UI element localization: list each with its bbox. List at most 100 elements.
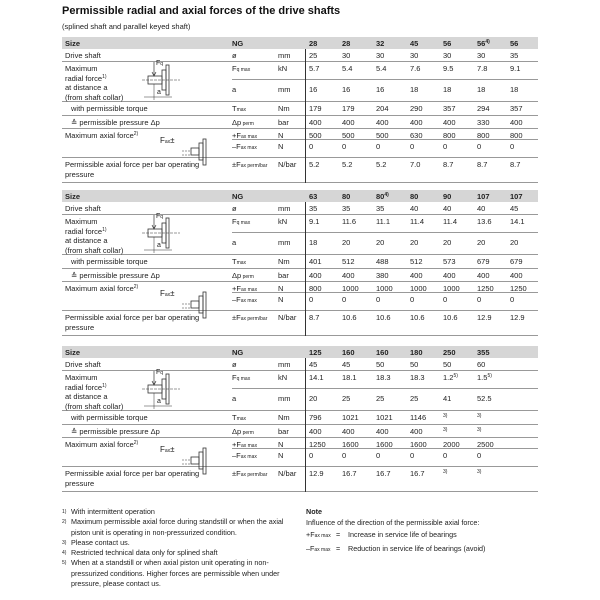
pressure-cell: 400 [510,118,523,127]
axial-force-pos-value: 800 [443,131,456,140]
axial-force-pos-cell: 1600 [376,440,393,449]
axial-force-neg-value: 0 [342,295,347,304]
torque-cell: 679 [510,257,523,266]
pressure-cell: 400 [443,271,456,280]
torque-cell: 204 [376,104,389,113]
symbol: +F [232,284,241,293]
axial-force-neg-value: 0 [477,295,482,304]
torque-row: with permissible torque Tmax Nm 401 512 488 51… [62,255,538,269]
distance-cell: 16 [376,85,384,94]
torque-cell: 357 [510,104,523,113]
distance-value: 16 [376,85,385,94]
symbol-subscript: ax perm/bar [240,316,268,322]
axial-force-pos-row: Maximum axial force2) +Fax max N 800 1000 100… [62,282,538,293]
footnote-ref: 2) [133,284,139,290]
unit: bar [278,271,289,280]
pressure-value: 400 [410,271,423,280]
unit: Nm [278,413,290,422]
torque-value: 290 [410,104,423,113]
torque-value: 357 [443,104,456,113]
footnote-number: 3) [62,539,67,546]
torque-value: 357 [510,104,523,113]
row-label: (from shaft collar) [65,92,124,102]
distance-value: 20 [443,238,452,247]
axial-force-per-bar-value: 10.6 [443,313,458,322]
drive-shaft-value: 30 [410,51,419,60]
header-row: Size NG 125 160 160 180 250 355 [62,346,538,358]
axial-force-per-bar-row: Permissible axial force per bar operatin… [62,158,538,183]
torque-cell: 679 [477,257,490,266]
torque-value: 512 [342,257,355,266]
symbol: T [232,257,237,266]
axial-force-pos-cell: 1250 [510,284,527,293]
pressure-value: 330 [477,118,490,127]
size-value: 80 [376,192,385,201]
axial-force-neg-cell: 0 [477,142,481,151]
pressure-value: 400 [410,427,423,436]
distance-value: 18 [410,85,419,94]
distance-value: 18 [443,85,452,94]
axial-force-pos-cell: 1600 [342,440,359,449]
forces-table-2: Size NG 63 80 804) 80 90 107 107 Drive shaft ø mm 35… [62,190,538,336]
axial-force-pos-cell: 500 [342,131,355,140]
axial-force-per-bar-cell: 16.7 [410,469,425,478]
page-subtitle: (splined shaft and parallel keyed shaft) [62,22,191,31]
torque-value: 204 [376,104,389,113]
radial-force-diagram-icon [142,215,180,253]
pressure-cell: 400 [510,271,523,280]
axial-force-pos-cell: 1600 [410,440,427,449]
radial-force-value: 5.7 [309,64,320,73]
column-divider [305,49,306,183]
symbol-subscript: q max [236,376,251,382]
row-label: ≙ permissible pressure Δp [71,271,160,280]
radial-force-value: 5.4 [342,64,353,73]
footnote-text: Please contact us. [71,537,130,547]
pressure-cell: 3) [477,427,481,436]
axial-force-per-bar-row: Permissible axial force per bar operatin… [62,311,538,336]
drive-shaft-value: 40 [443,204,452,213]
axial-force-pos-value: 630 [410,131,423,140]
distance-value: 25 [376,394,385,403]
symbol: –F [232,451,241,460]
torque-cell: 1021 [376,413,393,422]
footnote-text: With intermittent operation [71,507,155,516]
distance-cell: 52.5 [477,394,492,403]
symbol: ø [232,51,237,60]
note: Note Influence of the direction of the p… [306,507,485,555]
pressure-cell: 3) [443,427,447,436]
size-value: 28 [309,39,318,48]
torque-value: 573 [443,257,456,266]
symbol: Δp [232,427,242,436]
forces-table-3: Size NG 125 160 160 180 250 355 Drive shaft ø mm 45… [62,346,538,492]
note-item: +Fax max = Increase in service life of bea… [306,530,485,542]
axial-force-pos-cell: 1250 [477,284,494,293]
row-label: Permissible axial force per bar operatin… [65,313,200,322]
axial-force-neg-value: 0 [376,451,381,460]
axial-force-neg-cell: 0 [410,295,414,304]
symbol: F [232,64,237,73]
symbol-subscript: ax max [240,145,257,151]
radial-force-cell: 18.3 [410,373,425,382]
symbol-subscript: max [236,416,247,422]
distance-cell: 18 [443,85,451,94]
axial-force-pos-value: 500 [342,131,355,140]
footnote-ref: 3) [443,427,448,433]
size-cell: 56 [443,39,451,48]
diagram-label: F [156,213,161,220]
size-cell: 80 [410,192,418,201]
symbol: –F [232,142,241,151]
size-cell: 564) [477,39,490,48]
pressure-value: 400 [443,271,456,280]
axial-force-per-bar-value: 5.2 [342,160,353,169]
radial-force-cell: 5.7 [309,64,319,73]
radial-force-value: 11.6 [342,217,357,226]
size-value: 125 [309,348,322,357]
pressure-value: 400 [342,427,355,436]
symbol-subscript: ax max [314,533,331,539]
diagram-label: F [156,369,161,376]
radial-force-value: 9.1 [510,64,521,73]
pressure-cell: 400 [376,118,389,127]
unit: bar [278,427,289,436]
distance-cell: 25 [376,394,384,403]
diagram-label-sub: ax [164,139,171,145]
